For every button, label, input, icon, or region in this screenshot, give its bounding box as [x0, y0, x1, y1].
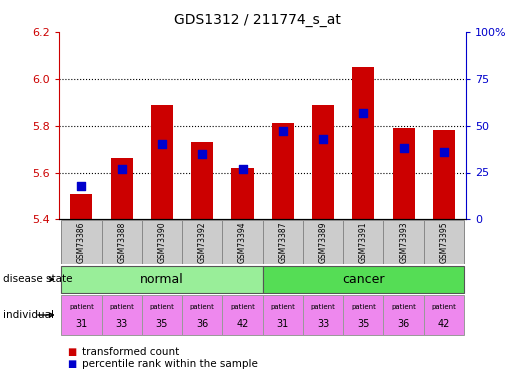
Text: GSM73394: GSM73394: [238, 221, 247, 262]
Point: [319, 136, 327, 142]
FancyBboxPatch shape: [61, 266, 263, 293]
FancyBboxPatch shape: [343, 295, 384, 335]
Text: patient: patient: [230, 304, 255, 310]
Text: ■: ■: [67, 359, 76, 369]
Point: [400, 145, 408, 151]
Text: GSM73390: GSM73390: [158, 221, 166, 262]
FancyBboxPatch shape: [61, 220, 101, 264]
Text: 42: 42: [236, 319, 249, 329]
Bar: [312, 105, 334, 219]
FancyBboxPatch shape: [424, 295, 464, 335]
Text: cancer: cancer: [342, 273, 385, 286]
Point: [198, 151, 207, 157]
Text: patient: patient: [149, 304, 175, 310]
FancyBboxPatch shape: [263, 220, 303, 264]
Bar: [111, 159, 133, 219]
FancyBboxPatch shape: [61, 295, 101, 335]
FancyBboxPatch shape: [343, 220, 384, 264]
FancyBboxPatch shape: [263, 295, 303, 335]
Text: ■: ■: [67, 347, 76, 357]
Point: [440, 149, 448, 155]
FancyBboxPatch shape: [101, 220, 142, 264]
Bar: [352, 67, 374, 219]
Point: [77, 183, 85, 189]
Text: GSM73386: GSM73386: [77, 221, 86, 262]
Text: patient: patient: [69, 304, 94, 310]
Text: 36: 36: [196, 319, 209, 329]
Text: GSM73388: GSM73388: [117, 221, 126, 262]
FancyBboxPatch shape: [101, 295, 142, 335]
FancyBboxPatch shape: [222, 220, 263, 264]
Text: disease state: disease state: [3, 274, 72, 284]
FancyBboxPatch shape: [222, 295, 263, 335]
FancyBboxPatch shape: [303, 295, 343, 335]
Text: 36: 36: [398, 319, 410, 329]
Text: transformed count: transformed count: [82, 347, 180, 357]
Text: 31: 31: [277, 319, 289, 329]
Text: patient: patient: [190, 304, 215, 310]
FancyBboxPatch shape: [384, 220, 424, 264]
Text: patient: patient: [391, 304, 416, 310]
Bar: [151, 105, 173, 219]
FancyBboxPatch shape: [263, 266, 464, 293]
Text: 31: 31: [75, 319, 88, 329]
Text: GSM73387: GSM73387: [278, 221, 287, 262]
Text: patient: patient: [311, 304, 335, 310]
Text: 35: 35: [357, 319, 370, 329]
Text: GSM73391: GSM73391: [359, 221, 368, 262]
Point: [279, 128, 287, 134]
FancyBboxPatch shape: [182, 220, 222, 264]
Text: 42: 42: [438, 319, 450, 329]
Bar: [392, 128, 415, 219]
FancyBboxPatch shape: [303, 220, 343, 264]
Bar: [191, 142, 213, 219]
Text: GSM73395: GSM73395: [439, 221, 449, 262]
Text: percentile rank within the sample: percentile rank within the sample: [82, 359, 259, 369]
Bar: [272, 123, 294, 219]
Text: patient: patient: [109, 304, 134, 310]
Text: GSM73393: GSM73393: [399, 221, 408, 262]
Text: GSM73389: GSM73389: [319, 221, 328, 262]
FancyBboxPatch shape: [424, 220, 464, 264]
FancyBboxPatch shape: [142, 220, 182, 264]
Text: individual: individual: [3, 310, 54, 320]
FancyBboxPatch shape: [182, 295, 222, 335]
FancyBboxPatch shape: [142, 295, 182, 335]
Text: normal: normal: [140, 273, 184, 286]
Text: GDS1312 / 211774_s_at: GDS1312 / 211774_s_at: [174, 13, 341, 27]
Point: [158, 141, 166, 147]
Text: 35: 35: [156, 319, 168, 329]
FancyBboxPatch shape: [384, 295, 424, 335]
Text: patient: patient: [351, 304, 376, 310]
Point: [359, 110, 368, 116]
Bar: [433, 130, 455, 219]
Bar: [71, 194, 93, 219]
Text: 33: 33: [317, 319, 329, 329]
Bar: [231, 168, 253, 219]
Text: 33: 33: [115, 319, 128, 329]
Text: patient: patient: [432, 304, 456, 310]
Point: [117, 166, 126, 172]
Point: [238, 166, 247, 172]
Text: GSM73392: GSM73392: [198, 221, 207, 262]
Text: patient: patient: [270, 304, 295, 310]
